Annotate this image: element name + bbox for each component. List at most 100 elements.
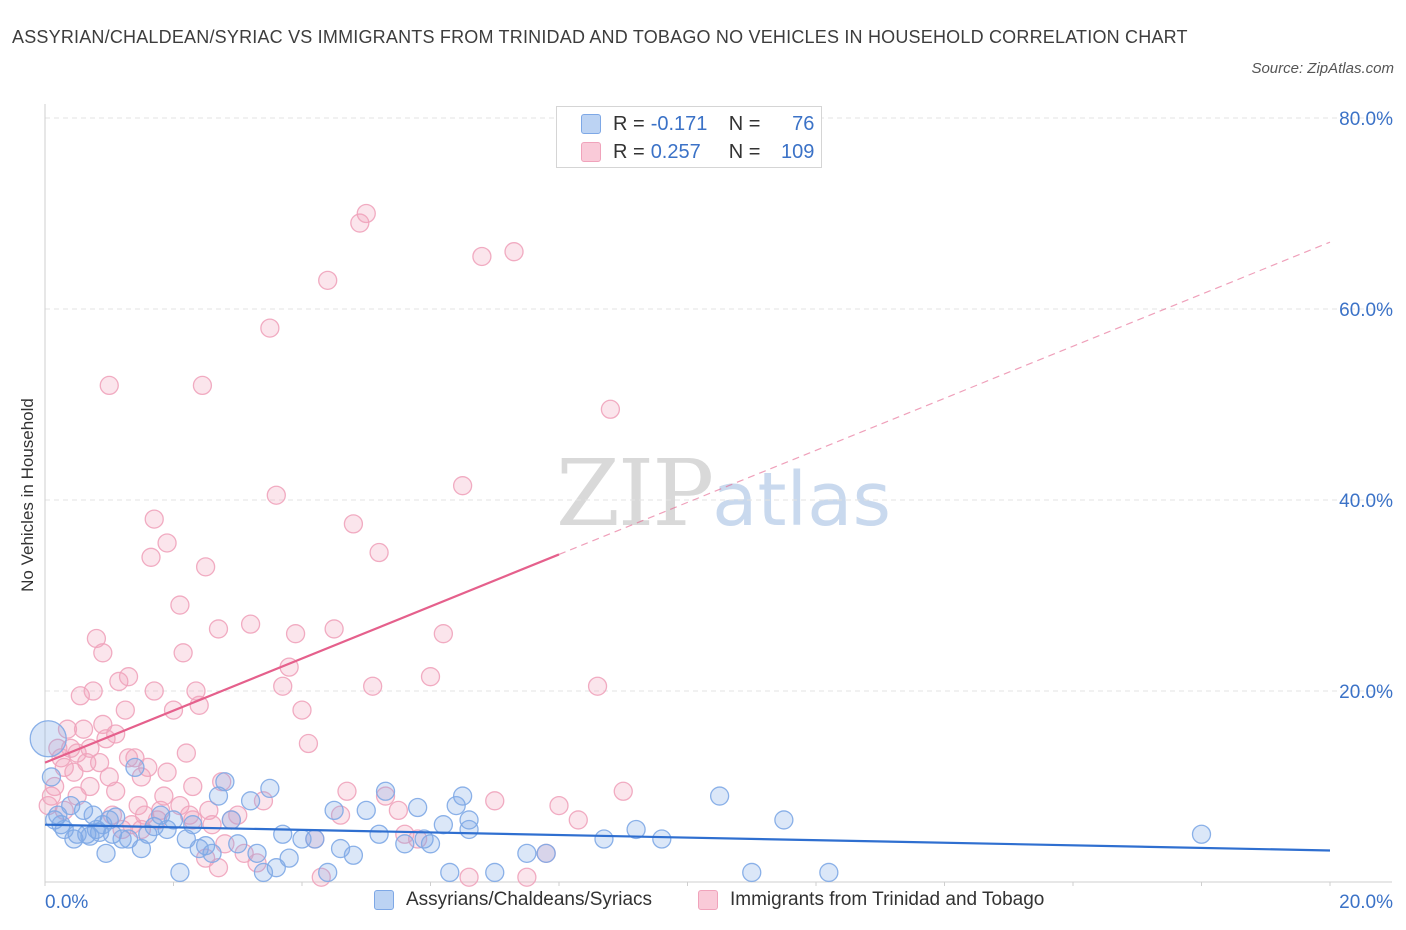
trinidad-point xyxy=(202,815,222,835)
y-tick-label: 80.0% xyxy=(1339,109,1393,130)
legend-swatch-blue xyxy=(581,114,601,134)
legend-n-label: N = xyxy=(728,140,761,163)
chart-title: ASSYRIAN/CHALDEAN/SYRIAC VS IMMIGRANTS F… xyxy=(12,27,1188,47)
assyrian-point xyxy=(1191,824,1212,844)
legend-swatch-pink xyxy=(698,890,718,910)
assyrian-point xyxy=(485,862,505,883)
assyrian-point xyxy=(517,843,537,863)
trinidad-point xyxy=(298,733,319,754)
assyrian-point xyxy=(407,797,428,818)
trinidad-point xyxy=(363,676,383,696)
trinidad-point xyxy=(118,748,139,768)
assyrian-point xyxy=(228,834,248,854)
correlation-legend: R = -0.171 N = 76 R = 0.257 N = 109 xyxy=(556,106,822,168)
trinidad-point xyxy=(176,743,197,763)
trinidad-point xyxy=(170,795,190,816)
trinidad-point xyxy=(109,671,129,692)
trinidad-point xyxy=(600,399,621,419)
y-tick-label: 60.0% xyxy=(1339,300,1393,321)
legend-swatch-pink xyxy=(581,142,601,162)
trinidad-point xyxy=(192,375,213,396)
trinidad-point xyxy=(122,815,142,835)
trinidad-point xyxy=(80,776,100,797)
trinidad-trend-line xyxy=(44,553,560,764)
trinidad-point xyxy=(195,557,216,577)
legend-r-label: R = xyxy=(613,140,645,163)
assyrian-point xyxy=(221,810,241,830)
trinidad-point xyxy=(57,719,78,739)
trinidad-point xyxy=(89,752,110,773)
trinidad-point xyxy=(183,776,203,797)
trinidad-point xyxy=(93,643,113,663)
legend-item-assyrians[interactable]: Assyrians/Chaldeans/Syriacs xyxy=(374,889,652,911)
trinidad-point xyxy=(141,547,161,567)
trinidad-trend-line-extension xyxy=(558,241,1331,555)
trinidad-point xyxy=(285,624,306,644)
assyrian-point xyxy=(266,858,286,878)
assyrian-point xyxy=(742,862,762,883)
assyrian-point xyxy=(73,800,94,821)
source-label: Source: ZipAtlas.com xyxy=(1251,60,1394,77)
assyrian-point xyxy=(356,800,376,821)
trinidad-point xyxy=(208,858,229,878)
trinidad-point xyxy=(86,628,107,649)
y-axis-label: No Vehicles in Household xyxy=(18,398,37,592)
trinidad-point xyxy=(318,270,338,291)
trinidad-point xyxy=(369,542,389,563)
trinidad-point xyxy=(452,476,473,496)
trinidad-point xyxy=(472,246,492,267)
assyrian-point xyxy=(41,767,62,787)
legend-label-trinidad: Immigrants from Trinidad and Tobago xyxy=(730,889,1045,910)
legend-n-label: N = xyxy=(728,112,761,135)
trinidad-point xyxy=(549,795,569,816)
trinidad-point xyxy=(157,533,177,553)
trinidad-point xyxy=(73,719,94,739)
assyrian-point xyxy=(163,810,184,830)
assyrian-point xyxy=(176,829,197,849)
assyrian-point xyxy=(131,838,152,859)
assyrian-point xyxy=(260,778,280,799)
trinidad-point xyxy=(99,767,119,787)
trinidad-point xyxy=(350,213,370,233)
assyrian-point xyxy=(106,807,126,827)
trinidad-point xyxy=(115,700,135,720)
legend-r-value: 0.257 xyxy=(650,140,701,163)
trinidad-point xyxy=(106,781,126,801)
trinidad-point xyxy=(459,867,479,887)
trinidad-point xyxy=(150,800,171,821)
trinidad-point xyxy=(154,786,174,806)
trinidad-point xyxy=(99,375,119,396)
trinidad-point xyxy=(186,681,206,701)
assyrian-point xyxy=(138,824,158,844)
trinidad-point xyxy=(64,762,84,782)
assyrian-point xyxy=(536,843,556,863)
trinidad-point xyxy=(128,795,148,816)
assyrian-point xyxy=(96,843,116,863)
assyrian-point xyxy=(819,862,839,883)
legend-item-trinidad[interactable]: Immigrants from Trinidad and Tobago xyxy=(698,889,1044,911)
trinidad-point xyxy=(337,781,357,801)
assyrian-point xyxy=(318,862,338,883)
assyrian-point xyxy=(202,843,222,863)
assyrian-point xyxy=(305,829,325,849)
assyrian-point xyxy=(247,843,267,863)
assyrian-point xyxy=(273,824,293,844)
assyrian-point xyxy=(369,824,389,844)
assyrian-point xyxy=(157,819,177,840)
assyrian-trend-line xyxy=(44,823,1331,852)
trinidad-point xyxy=(517,867,537,887)
trinidad-point xyxy=(170,595,190,615)
legend-row-assyrian: R = -0.171 N = 76 xyxy=(581,111,814,137)
assyrian-point xyxy=(279,848,299,868)
assyrian-point xyxy=(240,791,261,811)
assyrian-point xyxy=(375,781,396,801)
trinidad-point xyxy=(266,485,286,505)
assyrian-point xyxy=(594,829,614,849)
trinidad-point xyxy=(144,681,164,701)
assyrian-point xyxy=(195,836,216,856)
trinidad-point xyxy=(485,791,505,811)
trinidad-point xyxy=(273,676,293,696)
legend-r-value: -0.171 xyxy=(650,112,708,135)
assyrian-point xyxy=(452,786,473,806)
